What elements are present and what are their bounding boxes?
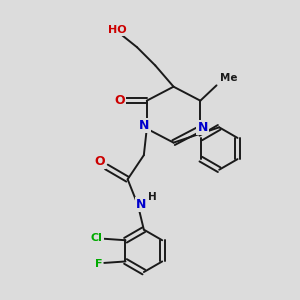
Text: Cl: Cl [91,233,103,243]
Text: N: N [197,121,208,134]
Text: HO: HO [108,25,126,35]
Text: F: F [94,260,102,269]
Text: N: N [139,119,150,132]
Text: H: H [148,192,157,202]
Text: O: O [95,155,105,168]
Text: Me: Me [220,73,238,83]
Text: N: N [136,197,146,211]
Text: O: O [114,94,125,107]
